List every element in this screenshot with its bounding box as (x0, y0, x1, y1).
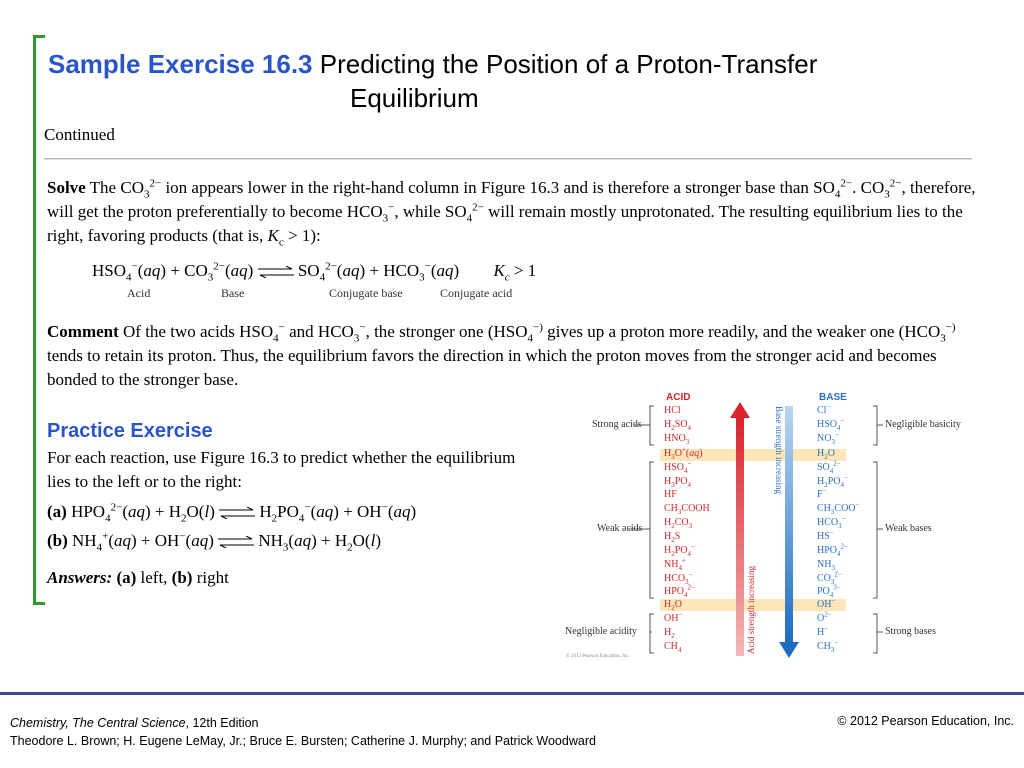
exercise-number: Sample Exercise 16.3 (48, 49, 313, 79)
footer-copyright: © 2012 Pearson Education, Inc. (837, 714, 1014, 728)
practice-text: For each reaction, use Figure 16.3 to pr… (47, 448, 516, 491)
base-header: BASE (819, 392, 847, 403)
hydronium-band (660, 449, 846, 461)
equilibrium-arrow-icon (257, 266, 294, 279)
negligible-basicity-label: Negligible basicity (885, 419, 961, 430)
acid-base-strength-figure: ACID BASE HCl H2SO4 HNO3 H3O+(aq) HSO4− … (560, 388, 1000, 663)
answers-label: Answers: (47, 568, 113, 587)
practice-equation-b: (b) NH4+(aq) + OH−(aq) NH3(aq) + H2O(l) (47, 530, 381, 554)
practice-equation-a: (a) HPO42−(aq) + H2O(l) H2PO4−(aq) + OH−… (47, 501, 417, 525)
equilibrium-arrow-icon (218, 536, 255, 549)
water-band (660, 599, 846, 611)
comment-label: Comment (47, 322, 119, 341)
negligible-acidity-label: Negligible acidity (565, 626, 637, 637)
label-base: Base (221, 286, 245, 300)
answers-line: Answers: (a) left, (b) right (47, 568, 229, 587)
footer-divider (0, 692, 1024, 695)
slide-title: Sample Exercise 16.3 Predicting the Posi… (48, 48, 818, 113)
footer-edition: , 12th Edition (185, 716, 259, 730)
continued-label: Continued (44, 125, 115, 144)
figure-brackets (628, 402, 883, 658)
weak-bases-label: Weak bases (885, 523, 932, 534)
footer-citation: Chemistry, The Central Science, 12th Edi… (10, 714, 596, 750)
answer-b: right (196, 568, 229, 587)
main-equation: HSO4−(aq) + CO32−(aq) SO42−(aq) + HCO3−(… (92, 260, 537, 284)
label-conjugate-acid: Conjugate acid (440, 286, 513, 300)
base-arrow-label: Base strength increasing (774, 406, 784, 494)
answer-a: left (140, 568, 164, 587)
label-acid: Acid (127, 286, 151, 300)
equilibrium-arrow-icon (219, 507, 256, 520)
title-line1: Predicting the Position of a Proton-Tran… (319, 49, 818, 79)
weak-acids-label: Weak acids (597, 523, 643, 534)
figure-credit: © 2012 Pearson Education, Inc. (566, 654, 630, 659)
strong-bases-label: Strong bases (885, 626, 936, 637)
title-line2: Equilibrium (350, 83, 479, 113)
acid-header: ACID (666, 392, 691, 403)
comment-paragraph: Comment Of the two acids HSO4− and HCO3−… (47, 321, 956, 389)
solve-label: Solve (47, 178, 86, 197)
strong-acids-label: Strong acids (592, 419, 642, 430)
footer-authors: Theodore L. Brown; H. Eugene LeMay, Jr.;… (10, 734, 596, 748)
divider (44, 158, 972, 160)
footer-book: Chemistry, The Central Science (10, 716, 186, 730)
solve-paragraph: Solve The CO32− ion appears lower in the… (47, 177, 976, 249)
acid-arrow-label: Acid strength increasing (746, 566, 756, 654)
label-conjugate-base: Conjugate base (329, 286, 403, 300)
green-bracket (33, 35, 45, 605)
practice-heading: Practice Exercise (47, 420, 213, 442)
